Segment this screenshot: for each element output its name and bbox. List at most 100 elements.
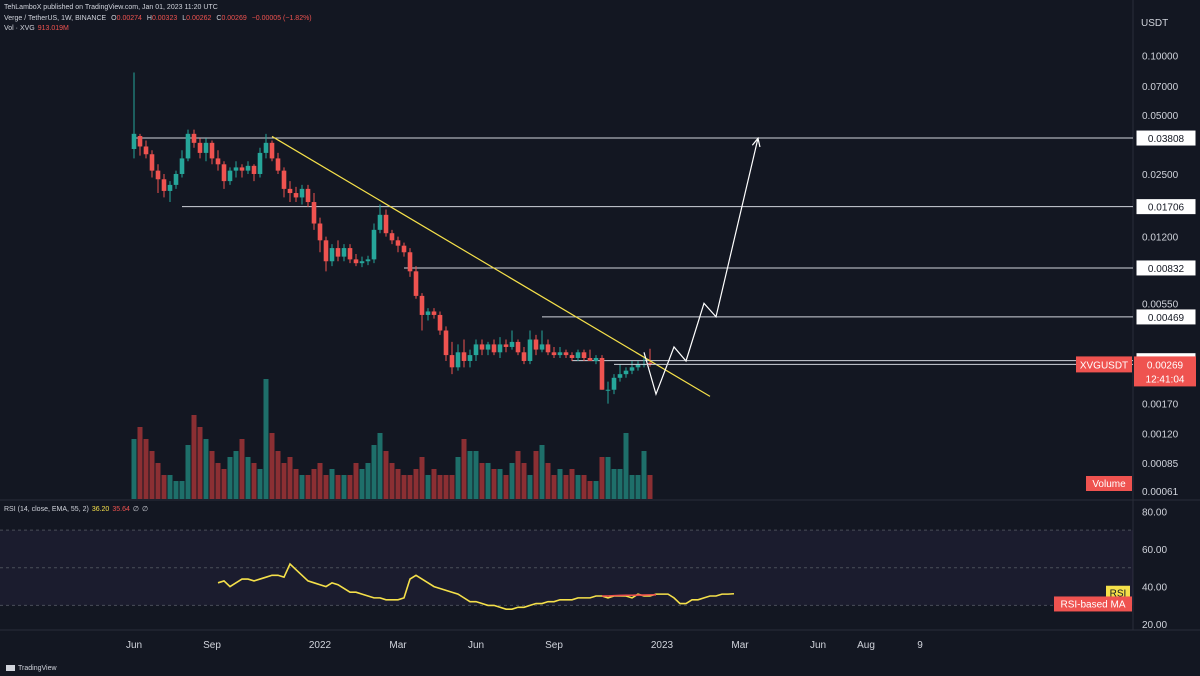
candle-body xyxy=(413,271,419,296)
level-badge xyxy=(1135,198,1197,216)
volume-legend: Vol · XVG 913.019M xyxy=(4,24,72,33)
volume-bar xyxy=(527,475,533,499)
volume-bar xyxy=(239,439,245,499)
candle-body xyxy=(515,341,521,353)
volume-bar xyxy=(461,439,467,499)
rsi-ma-legend-value: 35.64 xyxy=(112,506,130,513)
volume-bar xyxy=(305,475,311,499)
rsi-tick-label: 40.00 xyxy=(1142,583,1167,594)
candle-body xyxy=(587,357,593,361)
level-badge xyxy=(1135,129,1197,147)
high-value: 0.00323 xyxy=(151,15,178,22)
candle-body xyxy=(401,245,407,253)
last-price-value: 0.00269 xyxy=(1147,360,1184,371)
candle-body xyxy=(509,341,515,347)
volume-bar xyxy=(557,469,563,499)
volume-bar xyxy=(353,463,359,499)
low-value: 0.00262 xyxy=(186,15,212,22)
candle-body xyxy=(533,339,539,350)
volume-bar xyxy=(293,469,299,499)
volume-legend-value: 913.019M xyxy=(37,25,69,32)
volume-bar xyxy=(401,475,407,499)
volume-bar xyxy=(419,457,425,499)
volume-bar xyxy=(281,463,287,499)
time-tick-label: Jun xyxy=(810,640,826,651)
volume-bar xyxy=(617,469,623,499)
volume-bar xyxy=(431,469,437,499)
volume-bar xyxy=(263,379,269,499)
candle-body xyxy=(605,389,611,391)
tradingview-logo-icon xyxy=(6,665,15,672)
price-tick-label: 0.00085 xyxy=(1142,459,1179,470)
volume-bar xyxy=(149,451,155,499)
candle-body xyxy=(221,164,227,182)
volume-bar xyxy=(131,439,137,499)
volume-bar xyxy=(299,475,305,499)
volume-bar xyxy=(449,475,455,499)
candle-body xyxy=(443,330,449,356)
volume-bar xyxy=(473,451,479,499)
symbol-label: Verge / TetherUS, 1W, BINANCE xyxy=(4,15,107,22)
close-value: 0.00269 xyxy=(221,15,247,22)
downtrend-line xyxy=(271,135,711,397)
candle-body xyxy=(167,184,173,191)
price-tick-label: 0.00120 xyxy=(1142,429,1179,440)
rsi-line xyxy=(217,562,735,610)
volume-bar xyxy=(155,463,161,499)
candle-body xyxy=(245,165,251,171)
candle-body xyxy=(275,158,281,171)
time-tick-label: Sep xyxy=(545,640,563,651)
candle-body xyxy=(179,158,185,174)
volume-bar xyxy=(509,463,515,499)
volume-bar xyxy=(539,445,545,499)
volume-bar xyxy=(515,451,521,499)
volume-bar xyxy=(575,475,581,499)
ohlc-legend: Verge / TetherUS, 1W, BINANCE O0.00274 H… xyxy=(4,14,315,23)
candle-body xyxy=(569,355,575,358)
candle-body xyxy=(479,344,485,350)
volume-bar xyxy=(269,433,275,499)
time-tick-label: Mar xyxy=(389,640,407,651)
candle-body xyxy=(635,364,641,368)
candle-body xyxy=(617,374,623,378)
volume-bar xyxy=(479,463,485,499)
volume-bar xyxy=(395,469,401,499)
level-badge xyxy=(1135,259,1197,277)
candle-body xyxy=(329,248,335,262)
volume-bar xyxy=(503,475,509,499)
rsi-tick-label: 80.00 xyxy=(1142,507,1167,518)
candle-body xyxy=(581,352,587,358)
volume-bar xyxy=(143,439,149,499)
price-tick-label: 0.00550 xyxy=(1142,299,1179,310)
candle-body xyxy=(287,188,293,194)
candle-body xyxy=(539,344,545,350)
candle-body xyxy=(425,311,431,315)
volume-bar xyxy=(587,481,593,499)
volume-bar xyxy=(569,469,575,499)
candle-body xyxy=(185,133,191,159)
last-price-badge xyxy=(1134,356,1196,387)
price-tick-label: 0.05000 xyxy=(1142,111,1179,122)
volume-bar xyxy=(407,475,413,499)
volume-bar xyxy=(323,475,329,499)
candle-body xyxy=(233,167,239,171)
candle-body xyxy=(311,202,317,224)
candle-body xyxy=(143,146,149,155)
volume-bar xyxy=(497,469,503,499)
volume-bar xyxy=(563,475,569,499)
candle-body xyxy=(647,362,653,365)
candle-body xyxy=(215,158,221,165)
volume-bar xyxy=(251,463,257,499)
volume-bar xyxy=(623,433,629,499)
candle-body xyxy=(629,367,635,371)
candle-body xyxy=(389,233,395,241)
volume-bar xyxy=(245,457,251,499)
level-badge-label: 0.03808 xyxy=(1148,134,1185,145)
volume-bar xyxy=(545,463,551,499)
time-tick-label: Jun xyxy=(126,640,142,651)
level-badge-label: 0.00469 xyxy=(1148,313,1185,324)
volume-bar xyxy=(335,475,341,499)
candle-body xyxy=(467,355,473,361)
rsi-badge-label: RSI xyxy=(1110,589,1127,600)
